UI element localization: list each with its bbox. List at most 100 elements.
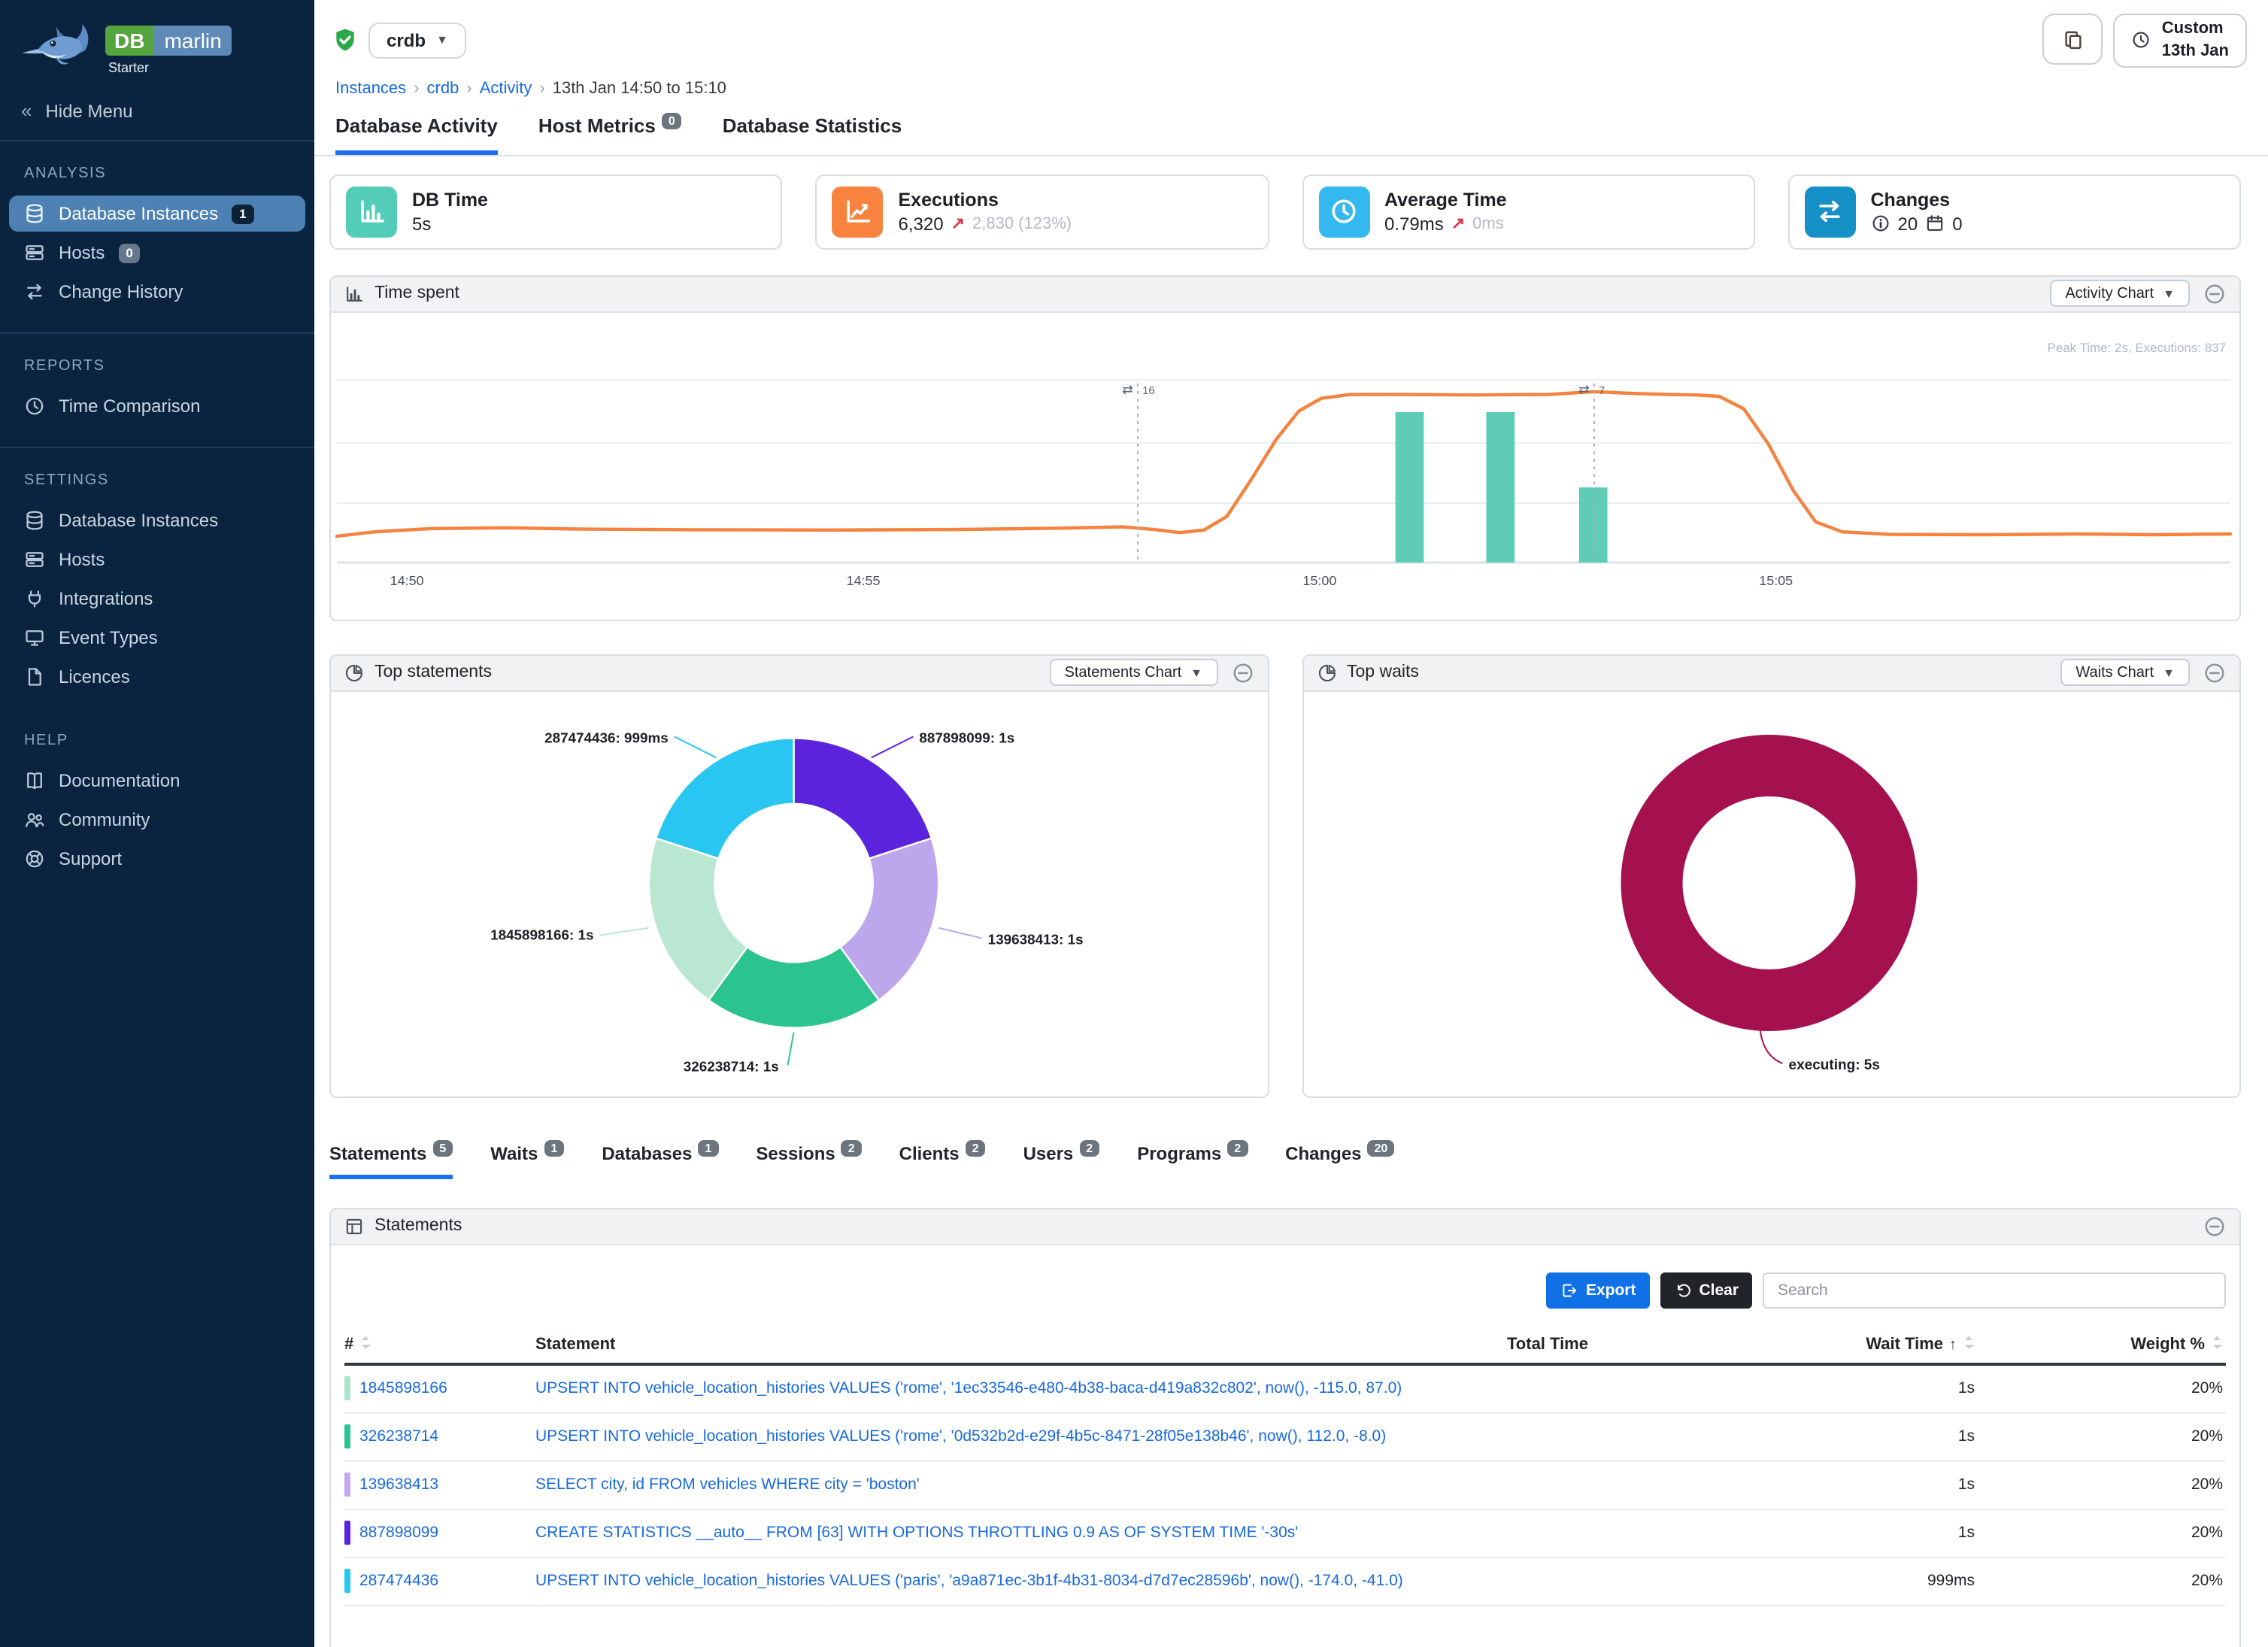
- tab-databases[interactable]: Databases 1: [602, 1139, 719, 1178]
- statement-link[interactable]: CREATE STATISTICS __auto__ FROM [63] WIT…: [535, 1524, 1299, 1542]
- monitor-icon: [24, 627, 45, 648]
- tab-changes[interactable]: Changes 20: [1285, 1139, 1395, 1178]
- clock-icon: [2132, 31, 2151, 50]
- tab-statements[interactable]: Statements 5: [329, 1139, 453, 1179]
- topbar: crdb ▼ Custom 13th Jan: [314, 0, 2268, 156]
- sidebar-item-licences[interactable]: Licences: [9, 659, 305, 695]
- top-statements-donut: 887898099: 1s 139638413: 1s 326238714: 1s 1…: [490, 729, 1084, 1074]
- trend-up-icon: ↗: [951, 215, 965, 234]
- tab-waits[interactable]: Waits 1: [490, 1139, 565, 1178]
- count-badge: 1: [544, 1139, 565, 1157]
- statement-link[interactable]: UPSERT INTO vehicle_location_histories V…: [535, 1427, 1387, 1446]
- count-badge: 2: [1227, 1139, 1248, 1157]
- waits-chart-select[interactable]: Waits Chart ▼: [2060, 659, 2190, 687]
- breadcrumb-activity[interactable]: Activity: [479, 79, 532, 98]
- sidebar-item-time-comparison[interactable]: Time Comparison: [9, 388, 305, 424]
- sidebar-item-support[interactable]: Support: [9, 841, 305, 877]
- sidebar-item-event-types[interactable]: Event Types: [9, 620, 305, 656]
- export-button[interactable]: Export: [1546, 1272, 1650, 1309]
- svg-text:executing: 5s: executing: 5s: [1788, 1057, 1879, 1072]
- tab-programs[interactable]: Programs 2: [1137, 1139, 1248, 1178]
- tab-users[interactable]: Users 2: [1023, 1139, 1100, 1178]
- statement-id-link[interactable]: 139638413: [359, 1476, 439, 1494]
- statement-id-link[interactable]: 1845898166: [359, 1379, 447, 1398]
- top-statements-panel: Top statements Statements Chart ▼ 8878980…: [329, 654, 1269, 1098]
- sidebar-item-integrations[interactable]: Integrations: [9, 581, 305, 617]
- sidebar-item-hosts[interactable]: Hosts 0: [9, 235, 305, 271]
- sort-icon[interactable]: [1963, 1334, 1975, 1351]
- table-row: 1845898166 UPSERT INTO vehicle_location_…: [344, 1365, 2226, 1414]
- sidebar-item-change-history[interactable]: Change History: [9, 274, 305, 310]
- divider: [0, 140, 314, 141]
- hide-menu-button[interactable]: « Hide Menu: [21, 99, 133, 122]
- svg-text:287474436: 999ms: 287474436: 999ms: [544, 729, 669, 745]
- copy-link-button[interactable]: [2042, 14, 2103, 65]
- collapse-icon[interactable]: [2203, 282, 2226, 305]
- svg-text:15:00: 15:00: [1302, 572, 1336, 587]
- collapse-icon[interactable]: [2203, 1215, 2226, 1237]
- swap-icon: [24, 281, 45, 302]
- statement-link[interactable]: UPSERT INTO vehicle_location_histories V…: [535, 1379, 1402, 1398]
- statement-color-chip: [344, 1424, 350, 1449]
- count-badge: 1: [698, 1139, 719, 1157]
- tab-database-statistics[interactable]: Database Statistics: [722, 114, 902, 137]
- statements-chart-select[interactable]: Statements Chart ▼: [1049, 659, 1217, 687]
- detail-tabs: Statements 5 Waits 1 Databases 1 Sessions 2 …: [329, 1139, 2241, 1179]
- statement-link[interactable]: UPSERT INTO vehicle_location_histories V…: [535, 1572, 1403, 1591]
- instance-selector[interactable]: crdb ▼: [368, 22, 466, 59]
- count-badge: 0: [118, 243, 141, 262]
- table-row: 287474436 UPSERT INTO vehicle_location_h…: [344, 1558, 2226, 1606]
- svg-text:326238714: 1s: 326238714: 1s: [684, 1058, 779, 1074]
- main-area: crdb ▼ Custom 13th Jan: [314, 0, 2268, 1647]
- statement-id-link[interactable]: 326238714: [359, 1427, 439, 1446]
- time-range-button[interactable]: Custom 13th Jan: [2113, 14, 2247, 68]
- tab-database-activity[interactable]: Database Activity: [335, 114, 498, 155]
- clear-button[interactable]: Clear: [1660, 1272, 1752, 1309]
- tab-sessions[interactable]: Sessions 2: [756, 1139, 862, 1178]
- book-icon: [24, 770, 45, 791]
- activity-chart-select[interactable]: Activity Chart ▼: [2050, 280, 2190, 308]
- count-badge: 2: [1079, 1139, 1100, 1157]
- breadcrumb-crdb[interactable]: crdb: [426, 79, 459, 98]
- tab-clients[interactable]: Clients 2: [899, 1139, 986, 1178]
- marlin-fish-icon: [22, 23, 89, 65]
- section-title-help: HELP: [24, 733, 68, 749]
- statement-link[interactable]: SELECT city, id FROM vehicles WHERE city…: [535, 1476, 920, 1494]
- sort-icon[interactable]: [2211, 1334, 2223, 1351]
- brand-tier: Starter: [108, 60, 150, 75]
- divider: [0, 332, 314, 334]
- sidebar-item-documentation[interactable]: Documentation: [9, 763, 305, 799]
- swap-icon: [1816, 197, 1845, 226]
- collapse-icon[interactable]: [2203, 661, 2226, 684]
- svg-text:Peak Time: 2s, Executions: 837: Peak Time: 2s, Executions: 837: [2048, 340, 2227, 354]
- search-input[interactable]: [1763, 1272, 2226, 1309]
- count-badge: 20: [1367, 1139, 1395, 1157]
- time-spent-chart: ⇄ 16 ⇄ 7 14:50 14:55 15:00 15:05 Peak Time: 2s, …: [335, 340, 2233, 587]
- sidebar-item-database-instances[interactable]: Database Instances 1: [9, 196, 305, 232]
- sidebar-item-community[interactable]: Community: [9, 802, 305, 838]
- svg-text:⇄: ⇄: [1122, 381, 1133, 396]
- statement-id-link[interactable]: 887898099: [359, 1524, 439, 1542]
- kpi-executions: Executions 6,320 ↗ 2,830 (123%): [815, 174, 1269, 250]
- sidebar-item-settings-database-instances[interactable]: Database Instances: [9, 502, 305, 538]
- server-icon: [24, 549, 45, 570]
- bar-chart-icon: [357, 197, 386, 226]
- chevrons-left-icon: «: [21, 99, 32, 122]
- svg-text:14:55: 14:55: [847, 572, 881, 587]
- breadcrumb: Instances › crdb › Activity › 13th Jan 1…: [335, 79, 726, 98]
- top-waits-donut: executing: 5s: [1620, 734, 1917, 1072]
- tab-host-metrics[interactable]: Host Metrics 0: [538, 112, 682, 154]
- copy-icon: [2062, 28, 2085, 50]
- kpi-db-time: DB Time 5s: [329, 174, 783, 250]
- time-spent-panel: Time spent Activity Chart ▼ ⇄ 16 ⇄ 7 14:50 14:…: [329, 274, 2241, 621]
- svg-text:15:05: 15:05: [1759, 572, 1793, 587]
- breadcrumb-instances[interactable]: Instances: [335, 79, 407, 98]
- sidebar-item-settings-hosts[interactable]: Hosts: [9, 541, 305, 578]
- collapse-icon[interactable]: [1231, 661, 1254, 684]
- svg-text:7: 7: [1599, 384, 1605, 396]
- statements-table-panel: Statements Export Clear: [329, 1207, 2241, 1647]
- sort-icon[interactable]: [359, 1334, 371, 1351]
- statement-id-link[interactable]: 287474436: [359, 1572, 439, 1591]
- brand-logo: DB marlin Starter: [0, 0, 314, 78]
